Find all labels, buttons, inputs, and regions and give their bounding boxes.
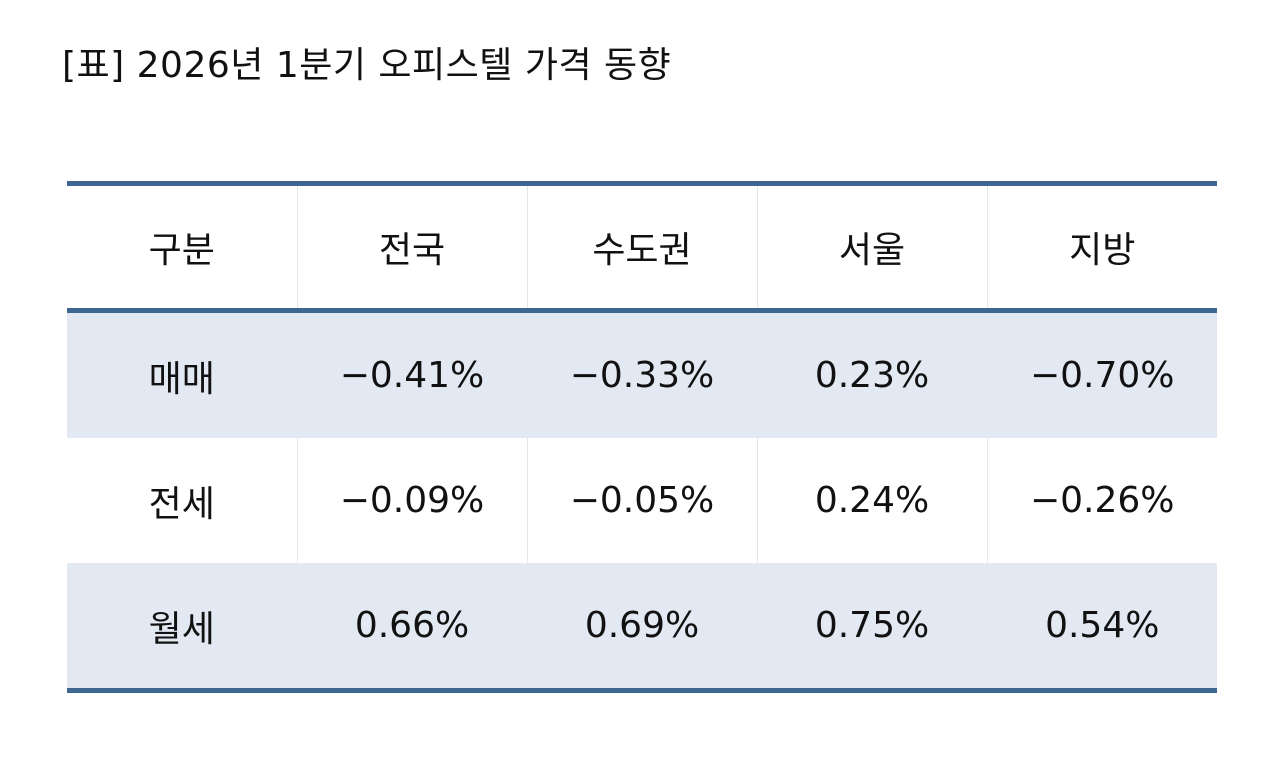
table-cell: 0.24% <box>756 438 987 563</box>
table-row: 월세 0.66% 0.69% 0.75% 0.54% <box>67 563 1217 693</box>
table-header: 구분 전국 수도권 서울 지방 <box>67 183 1217 313</box>
table-cell: 0.54% <box>986 563 1217 693</box>
header-row: 구분 전국 수도권 서울 지방 <box>67 183 1217 313</box>
table-row: 매매 −0.41% −0.33% 0.23% −0.70% <box>67 310 1217 438</box>
table-cell: 0.75% <box>756 563 987 693</box>
price-trend-table-container: 구분 전국 수도권 서울 지방 매매 −0.41% −0.33% 0.23% −… <box>67 181 1217 693</box>
table-cell: −0.41% <box>296 310 527 438</box>
header-category: 구분 <box>67 183 297 313</box>
table-cell: −0.09% <box>296 438 527 563</box>
header-provinces: 지방 <box>986 183 1217 313</box>
row-label: 월세 <box>67 563 297 693</box>
row-label: 매매 <box>67 310 297 438</box>
price-trend-table: 구분 전국 수도권 서울 지방 매매 −0.41% −0.33% 0.23% −… <box>67 181 1217 693</box>
header-seoul: 서울 <box>756 183 987 313</box>
table-cell: 0.66% <box>296 563 527 693</box>
table-cell: −0.05% <box>526 438 757 563</box>
table-cell: −0.26% <box>986 438 1217 563</box>
table-cell: 0.69% <box>526 563 757 693</box>
table-body: 매매 −0.41% −0.33% 0.23% −0.70% 전세 −0.09% … <box>67 310 1217 693</box>
header-nationwide: 전국 <box>296 183 527 313</box>
table-cell: −0.70% <box>986 310 1217 438</box>
table-cell: −0.33% <box>526 310 757 438</box>
header-capital-area: 수도권 <box>526 183 757 313</box>
row-label: 전세 <box>148 483 215 525</box>
table-row: 전세 −0.09% −0.05% 0.24% −0.26% <box>67 438 1217 563</box>
table-title: [표] 2026년 1분기 오피스텔 가격 동향 <box>62 45 672 86</box>
table-cell: 0.23% <box>756 310 987 438</box>
